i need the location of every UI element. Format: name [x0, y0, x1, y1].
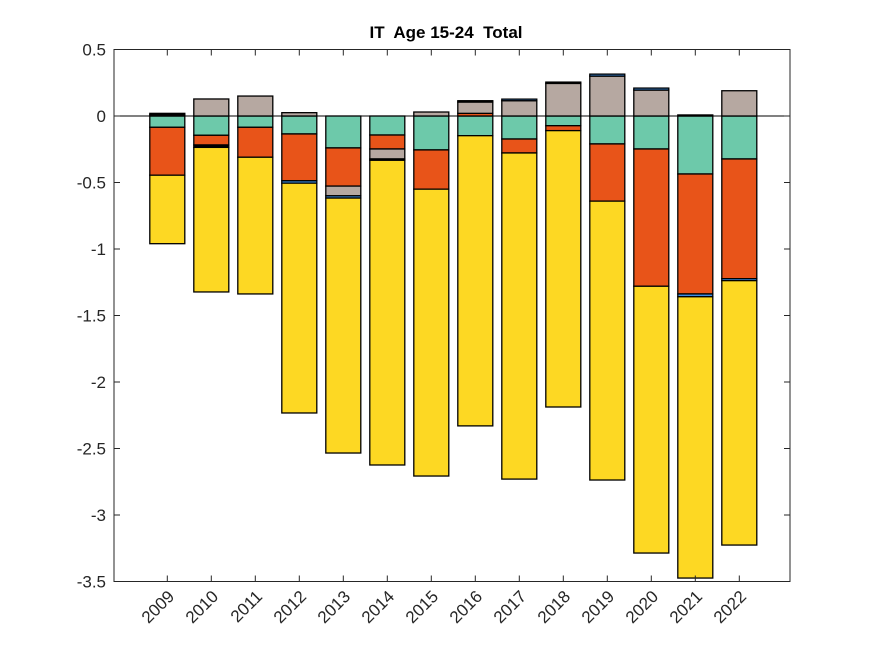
bar-segment-2022-teal-component — [721, 115, 758, 160]
bar-segment-2020-teal-component — [633, 115, 670, 150]
bar-segment-2019-blue-component — [589, 73, 626, 77]
bar-segment-2013-teal-component — [325, 115, 362, 149]
bar-segment-2021-teal-component — [677, 115, 714, 175]
bar-segment-2014-yellow-component — [369, 159, 406, 466]
bar-segment-2014-grey-component — [369, 148, 406, 160]
bar-segment-2017-yellow-component — [501, 152, 538, 480]
bar-segment-2012-yellow-component — [281, 182, 318, 414]
bar-segment-2019-teal-component — [589, 115, 626, 145]
bar-segment-2014-teal-component — [369, 115, 406, 136]
bar-segment-2011-grey-component — [237, 95, 274, 117]
bar-segment-2018-yellow-component — [545, 129, 582, 408]
bars-group — [149, 73, 758, 579]
y-tick-label: -1.5 — [77, 307, 106, 326]
bar-segment-2021-orange-component — [677, 173, 714, 295]
bar-segment-2013-orange-component — [325, 147, 362, 187]
bar-segment-2019-orange-component — [589, 143, 626, 202]
bar-segment-2010-orange-component — [193, 134, 230, 146]
bar-segment-2009-yellow-component — [149, 174, 186, 245]
y-axis: 0.5 0 -0.5 -1 -1.5 -2 -2.5 -3 -3.5 — [77, 41, 790, 592]
bar-segment-2010-teal-component — [193, 115, 230, 136]
bar-segment-2015-yellow-component — [413, 188, 450, 477]
bar-segment-2018-orange-component — [545, 125, 582, 132]
bar-segment-2015-grey-component — [413, 111, 450, 117]
bar-segment-2011-teal-component — [237, 115, 274, 128]
bar-segment-2012-teal-component — [281, 115, 318, 135]
bar-segment-2016-teal-component — [457, 115, 494, 137]
bar-segment-2010-yellow-component — [193, 146, 230, 293]
bar-segment-2016-black-component — [457, 100, 494, 103]
bar-segment-2017-blue-component — [501, 98, 538, 102]
bar-segment-2022-yellow-component — [721, 279, 758, 546]
y-tick-label: -2.5 — [77, 440, 106, 459]
bar-segment-2022-orange-component — [721, 158, 758, 280]
bar-segment-2020-blue-component — [633, 87, 670, 91]
y-tick-label: -3.5 — [77, 573, 106, 592]
bar-segment-2016-grey-component — [457, 101, 494, 114]
bar-segment-2020-orange-component — [633, 148, 670, 287]
bar-segment-2016-yellow-component — [457, 135, 494, 427]
bar-segment-2013-grey-component — [325, 185, 362, 197]
bar-segment-2018-grey-component — [545, 82, 582, 117]
bar-segment-2015-teal-component — [413, 115, 450, 151]
bar-segment-2017-teal-component — [501, 115, 538, 140]
bar-segment-2009-teal-component — [149, 115, 186, 128]
bar-segment-2009-black-component — [149, 112, 186, 116]
bar-segment-2013-yellow-component — [325, 197, 362, 454]
bar-segment-2018-teal-component — [545, 115, 582, 127]
y-tick-label: -0.5 — [77, 174, 106, 193]
bar-segment-2018-black-component — [545, 81, 582, 85]
bar-segment-2017-orange-component — [501, 138, 538, 154]
bar-segment-2015-orange-component — [413, 149, 450, 190]
bar-segment-2012-orange-component — [281, 133, 318, 182]
bar-segment-2020-yellow-component — [633, 285, 670, 554]
y-tick-label: -1 — [91, 240, 106, 259]
bar-segment-2019-grey-component — [589, 75, 626, 117]
y-tick-label: -2 — [91, 373, 106, 392]
bar-segment-2017-grey-component — [501, 100, 538, 117]
bar-segment-2011-orange-component — [237, 126, 274, 158]
bar-segment-2011-yellow-component — [237, 156, 274, 295]
bar-segment-2014-orange-component — [369, 134, 406, 150]
bar-segment-2021-yellow-component — [677, 296, 714, 579]
bar-segment-2010-grey-component — [193, 98, 230, 117]
y-tick-label: 0 — [97, 107, 106, 126]
chart-title: IT Age 15-24 Total — [369, 23, 522, 42]
y-tick-label: -3 — [91, 506, 106, 525]
y-tick-label: 0.5 — [82, 41, 106, 60]
bar-segment-2009-orange-component — [149, 126, 186, 176]
bar-segment-2019-yellow-component — [589, 200, 626, 481]
bar-segment-2020-grey-component — [633, 89, 670, 117]
bar-segment-2022-grey-component — [721, 90, 758, 117]
